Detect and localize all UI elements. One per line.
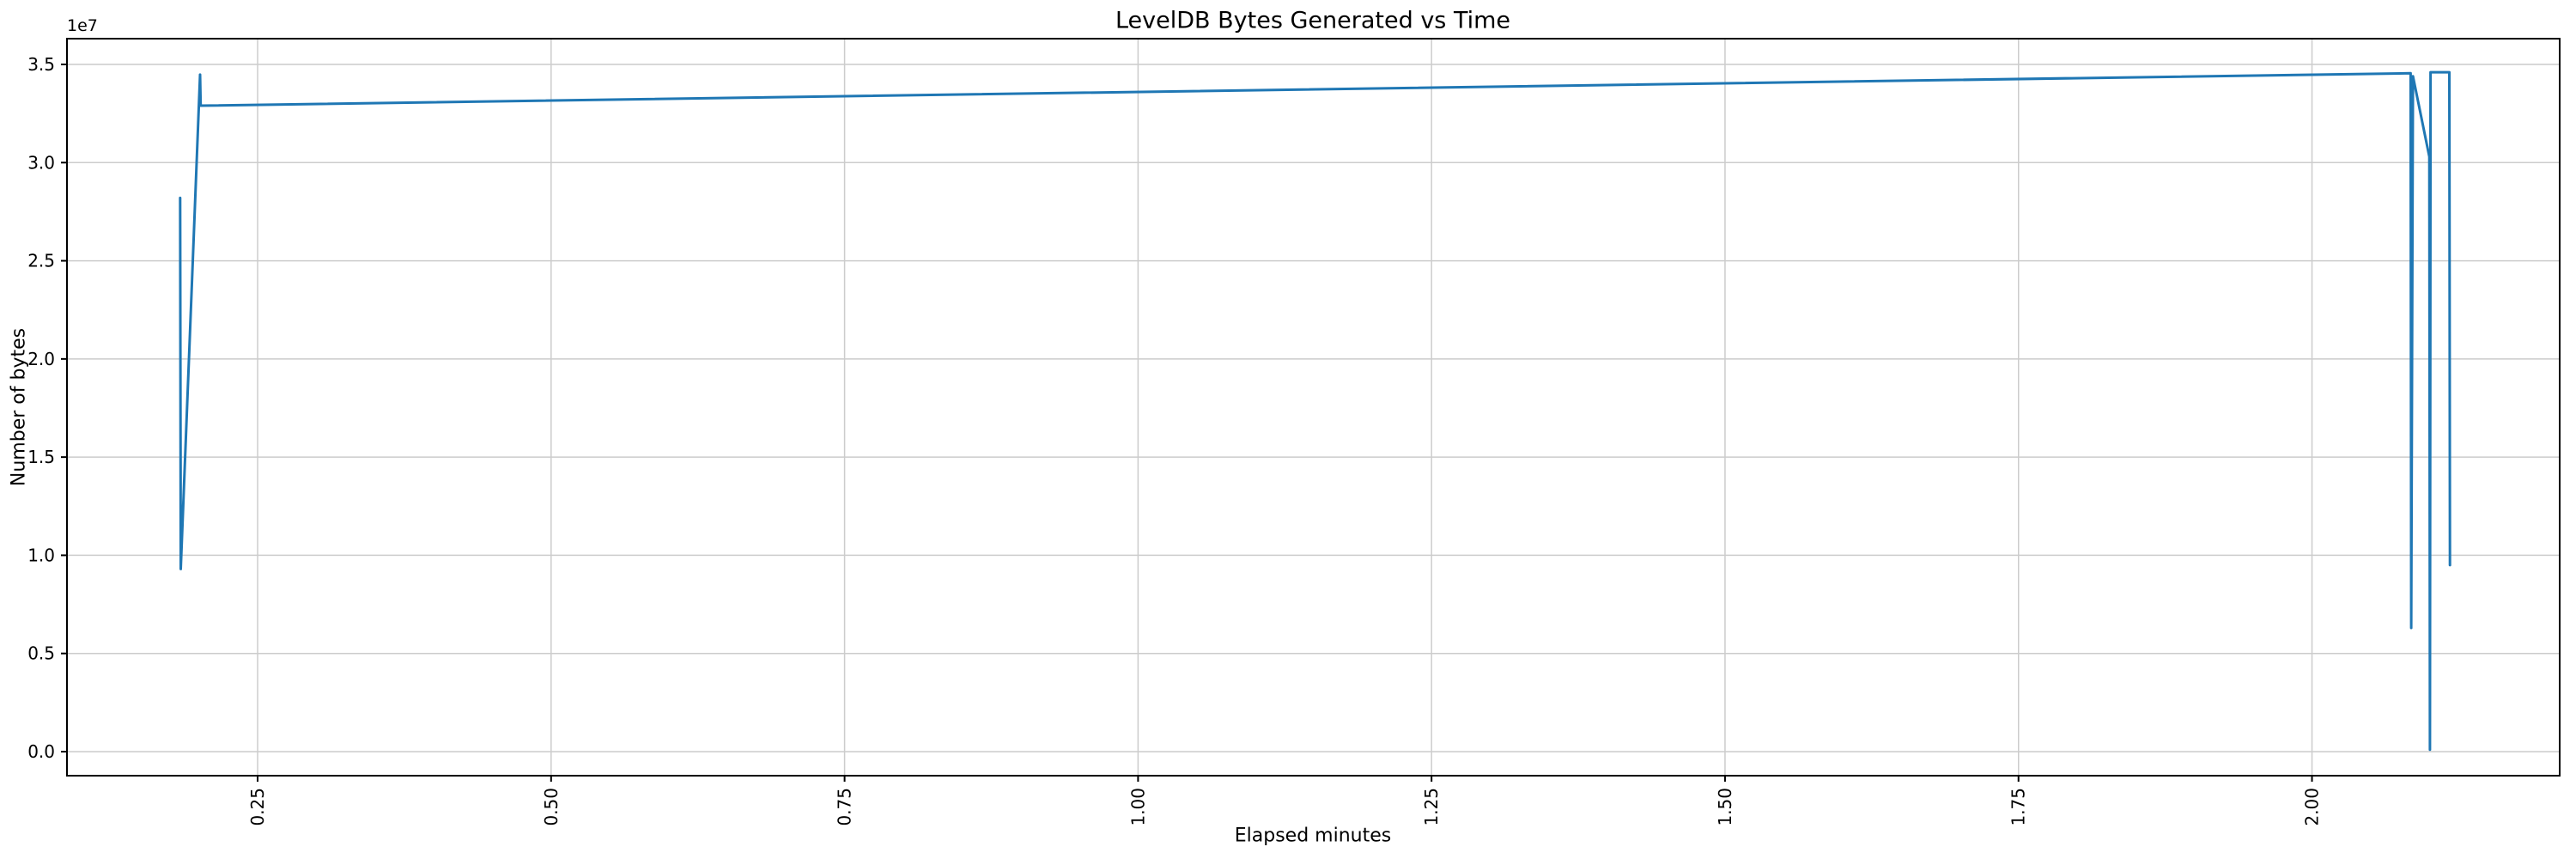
x-tick-label: 1.50 [1715, 788, 1735, 826]
y-tick-label: 3.5 [27, 54, 55, 75]
y-tick-label: 1.0 [27, 545, 55, 565]
chart-title: LevelDB Bytes Generated vs Time [1115, 7, 1511, 34]
axes-spines [66, 38, 2561, 777]
y-tick-label: 2.0 [27, 349, 55, 369]
x-tick-label: 1.25 [1421, 788, 1442, 826]
x-tick-label: 2.00 [2302, 788, 2323, 826]
x-tick-label: 1.00 [1127, 788, 1148, 826]
y-tick-label: 2.5 [27, 251, 55, 271]
y-offset-text: 1e7 [67, 16, 98, 35]
x-axis-label: Elapsed minutes [1234, 825, 1392, 847]
x-tick-label: 0.25 [247, 788, 268, 826]
x-tick-label: 0.75 [835, 788, 855, 826]
y-tick-label: 1.5 [27, 447, 55, 467]
y-tick-label: 0.5 [27, 643, 55, 664]
y-axis-label: Number of bytes [8, 327, 30, 487]
data-line-leveldb-bytes-generated [179, 70, 2451, 752]
x-tick-label: 0.50 [541, 788, 562, 826]
x-tick-label: 1.75 [2008, 788, 2029, 826]
y-tick-label: 0.0 [27, 741, 55, 762]
y-tick-label: 3.0 [27, 152, 55, 173]
